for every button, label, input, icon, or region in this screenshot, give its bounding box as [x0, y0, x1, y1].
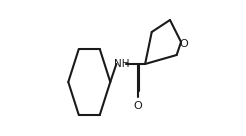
Text: O: O [179, 39, 188, 49]
Text: NH: NH [114, 59, 129, 69]
Text: O: O [134, 101, 142, 111]
